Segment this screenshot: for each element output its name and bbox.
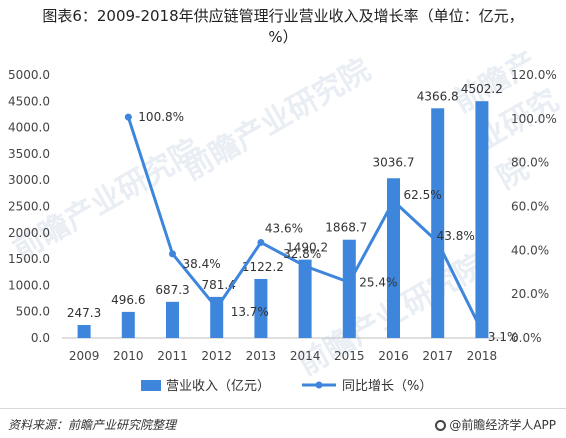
x-tick-label: 2014 <box>290 349 321 363</box>
bar <box>431 108 445 338</box>
y2-tick-label: 120.0% <box>511 68 557 82</box>
brand-credit: @前瞻经济学人APP <box>435 416 556 433</box>
bar <box>475 101 489 338</box>
line-data-label: 43.8% <box>437 229 475 243</box>
bar-data-label: 3036.7 <box>373 155 415 169</box>
bar-data-label: 1490.2 <box>286 241 328 255</box>
bar <box>387 178 400 338</box>
y-tick-label: 2500.0 <box>8 200 50 214</box>
y2-tick-label: 20.0% <box>511 287 549 301</box>
bar-data-label: 4502.2 <box>461 82 503 96</box>
y-tick-label: 2000.0 <box>8 226 50 240</box>
line-data-label: 3.1% <box>488 330 519 344</box>
y-tick-label: 5000.0 <box>8 68 50 82</box>
x-tick-label: 2009 <box>69 349 100 363</box>
source-note: 资料来源：前瞻产业研究院整理 <box>8 418 177 432</box>
y-tick-label: 1500.0 <box>8 252 50 266</box>
x-tick-label: 2016 <box>378 349 409 363</box>
line-point <box>257 238 265 246</box>
x-tick-label: 2010 <box>113 349 144 363</box>
y-tick-label: 4000.0 <box>8 121 50 135</box>
bar-data-label: 687.3 <box>155 283 189 297</box>
bar-data-label: 247.3 <box>67 306 101 320</box>
y2-tick-label: 60.0% <box>511 200 549 214</box>
line-data-label: 62.5% <box>404 188 442 202</box>
bar <box>298 259 312 338</box>
footer: 资料来源：前瞻产业研究院整理 @前瞻经济学人APP <box>0 408 566 438</box>
x-tick-label: 2015 <box>334 349 365 363</box>
bar <box>342 239 356 338</box>
y2-tick-label: 40.0% <box>511 243 549 257</box>
line-point <box>478 327 486 335</box>
line-data-label: 25.4% <box>359 275 397 289</box>
x-tick-label: 2018 <box>467 349 498 363</box>
y-tick-label: 3500.0 <box>8 147 50 161</box>
bar <box>121 311 135 338</box>
line-point <box>169 250 176 258</box>
y2-tick-label: 80.0% <box>511 156 549 170</box>
x-tick-label: 2012 <box>201 349 232 363</box>
line-data-label: 43.6% <box>265 221 303 235</box>
line-point <box>124 113 132 121</box>
x-tick-label: 2013 <box>246 349 277 363</box>
y-tick-label: 1000.0 <box>8 278 50 292</box>
legend-bar-label: 营业收入（亿元） <box>166 379 270 394</box>
x-tick-label: 2017 <box>422 349 453 363</box>
brand-text: @前瞻经济学人APP <box>449 418 556 432</box>
line-point <box>213 304 221 312</box>
line-point <box>345 278 353 286</box>
line-data-label: 32.8% <box>283 247 321 261</box>
bar-data-label: 781.4 <box>202 278 236 292</box>
line-point <box>434 238 442 246</box>
y-tick-label: 4500.0 <box>8 94 50 108</box>
chart-title: 图表6：2009-2018年供应链管理行业营业收入及增长率（单位：亿元，%） <box>42 7 524 46</box>
line-point <box>390 197 397 205</box>
x-tick-label: 2011 <box>157 349 188 363</box>
chart-canvas: 0.0 500.0 1000.0 1500.0 2000.0 2500.0 3000.0 35… <box>8 68 557 394</box>
bar-data-label: 496.6 <box>111 293 145 307</box>
bar <box>166 301 179 338</box>
y-tick-label: 3000.0 <box>8 173 50 187</box>
bar <box>77 324 91 338</box>
line-data-label: 13.7% <box>231 305 269 319</box>
bar-data-label: 1122.2 <box>242 260 284 274</box>
legend-bar-swatch <box>141 380 161 391</box>
line-data-label: 100.8% <box>138 110 184 124</box>
y2-tick-label: 100.0% <box>511 112 557 126</box>
line-data-label: 38.4% <box>183 257 221 271</box>
bar-data-label: 4366.8 <box>417 89 459 103</box>
y-tick-label: 0.0 <box>31 331 50 345</box>
line-point <box>301 262 309 270</box>
legend-line-label: 同比增长（%） <box>342 379 432 394</box>
y-tick-label: 500.0 <box>16 305 50 319</box>
brand-logo-icon <box>435 420 447 431</box>
legend-line-marker <box>315 381 323 389</box>
y2-tick-label: 0.0% <box>511 331 542 345</box>
bar-data-label: 1868.7 <box>325 221 367 235</box>
bar <box>254 278 268 338</box>
